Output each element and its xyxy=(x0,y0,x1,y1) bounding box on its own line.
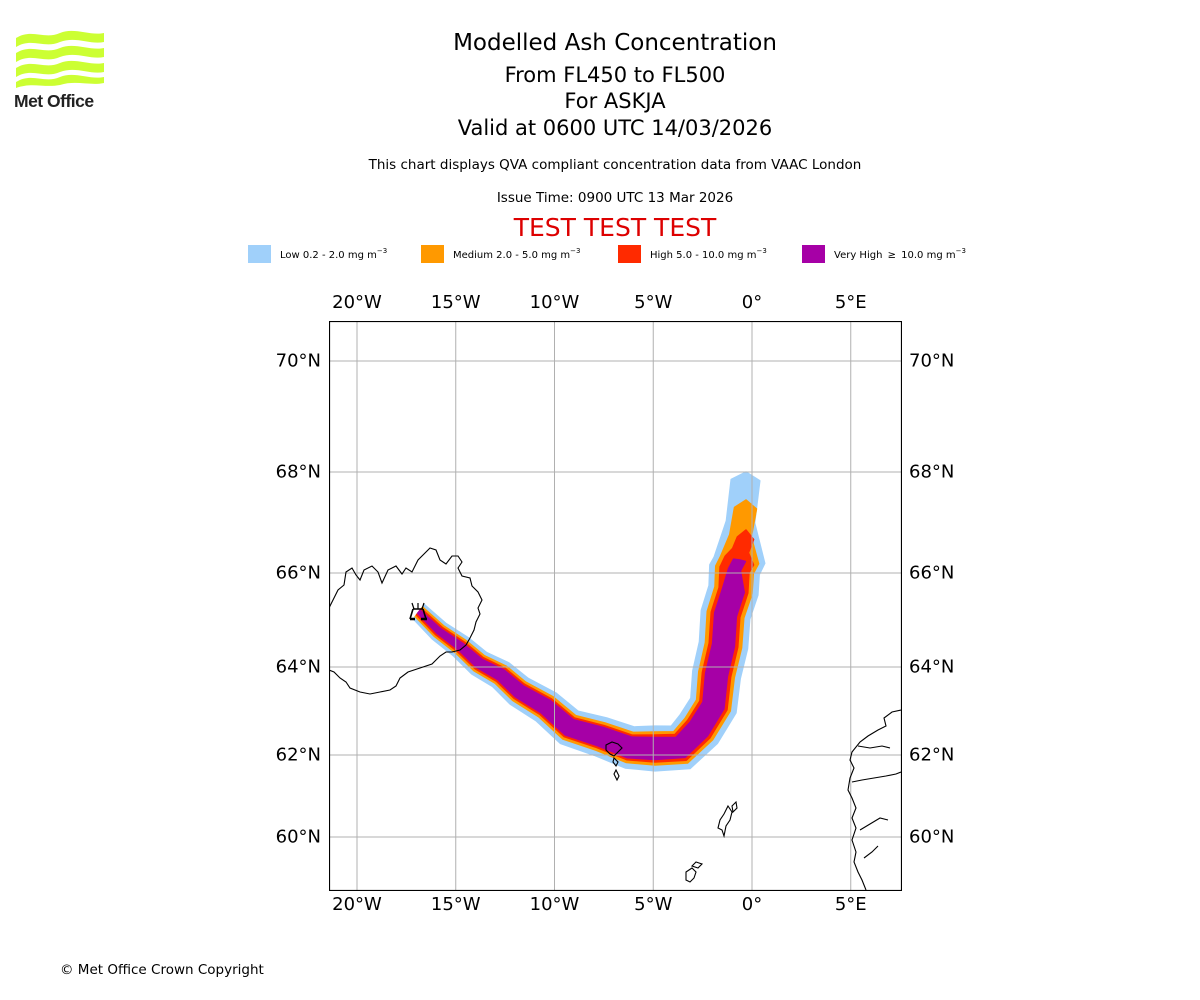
chart-title: Modelled Ash Concentration xyxy=(453,30,777,56)
plume-medium xyxy=(414,499,760,766)
lon-tick-label-bottom: 10°W xyxy=(529,894,580,915)
lon-tick-label-top: 10°W xyxy=(529,292,580,313)
lat-tick-label-right: 70°N xyxy=(909,350,955,372)
copyright: © Met Office Crown Copyright xyxy=(60,962,264,978)
volcano-icon xyxy=(409,602,427,621)
plume-low xyxy=(412,471,766,772)
lat-tick-label-right: 64°N xyxy=(909,656,955,678)
lon-tick-label-top: 20°W xyxy=(332,292,382,313)
lon-tick-label-bottom: 0° xyxy=(741,894,763,915)
test-banner: TEST TEST TEST xyxy=(513,213,717,242)
lat-tick-label-left: 64°N xyxy=(275,656,321,678)
valid-time: Valid at 0600 UTC 14/03/2026 xyxy=(457,116,773,140)
coastline-faroe xyxy=(605,741,623,782)
legend-label: Medium 2.0 - 5.0 mg m−3 xyxy=(453,247,581,261)
lat-tick-label-right: 68°N xyxy=(909,461,955,483)
legend-swatch-low xyxy=(248,245,271,263)
legend-swatch-high xyxy=(618,245,641,263)
legend-item-low: Low 0.2 - 2.0 mg m−3 xyxy=(248,244,387,264)
legend-item-very-high: Very High ≥ 10.0 mg m−3 xyxy=(802,244,966,264)
flight-level-range: From FL450 to FL500 xyxy=(504,63,726,87)
lon-tick-label-bottom: 20°W xyxy=(332,894,382,915)
coastline-iceland xyxy=(329,547,483,695)
plume-very-high xyxy=(416,558,747,761)
legend-item-medium: Medium 2.0 - 5.0 mg m−3 xyxy=(421,244,580,264)
compliance-note: This chart displays QVA compliant concen… xyxy=(368,157,862,173)
plume-high xyxy=(415,529,755,763)
volcano-name: For ASKJA xyxy=(564,89,666,113)
legend-label: High 5.0 - 10.0 mg m−3 xyxy=(650,247,767,261)
issue-time: Issue Time: 0900 UTC 13 Mar 2026 xyxy=(496,190,734,206)
logo-text: Met Office xyxy=(14,91,94,111)
lat-tick-label-right: 62°N xyxy=(909,744,955,766)
lon-tick-label-bottom: 15°W xyxy=(430,894,481,915)
met-office-waves-icon xyxy=(16,30,104,88)
lon-tick-label-top: 5°E xyxy=(834,292,867,313)
lat-tick-label-left: 60°N xyxy=(275,826,321,848)
legend-item-high: High 5.0 - 10.0 mg m−3 xyxy=(618,244,767,264)
lat-tick-label-right: 66°N xyxy=(909,562,955,584)
lat-tick-label-left: 66°N xyxy=(275,562,321,584)
lat-tick-label-left: 68°N xyxy=(275,461,321,483)
lon-tick-label-top: 0° xyxy=(741,292,763,313)
coastline-orkney xyxy=(685,861,704,883)
legend-swatch-very-high xyxy=(802,245,825,263)
lon-tick-label-bottom: 5°E xyxy=(834,894,867,915)
coastline-norway xyxy=(847,709,901,890)
lon-tick-label-top: 5°W xyxy=(634,292,673,313)
lat-tick-label-left: 70°N xyxy=(275,350,321,372)
legend-label: Low 0.2 - 2.0 mg m−3 xyxy=(280,247,388,261)
met-office-logo: Met Office xyxy=(14,30,106,112)
lon-tick-label-bottom: 5°W xyxy=(634,894,673,915)
ash-map xyxy=(329,321,902,891)
lon-tick-label-top: 15°W xyxy=(430,292,481,313)
lat-tick-label-right: 60°N xyxy=(909,826,955,848)
legend-label: Very High ≥ 10.0 mg m−3 xyxy=(834,247,966,261)
lat-tick-label-left: 62°N xyxy=(275,744,321,766)
legend-swatch-medium xyxy=(421,245,444,263)
map-frame xyxy=(329,321,902,891)
coastline-shetland xyxy=(717,800,738,839)
